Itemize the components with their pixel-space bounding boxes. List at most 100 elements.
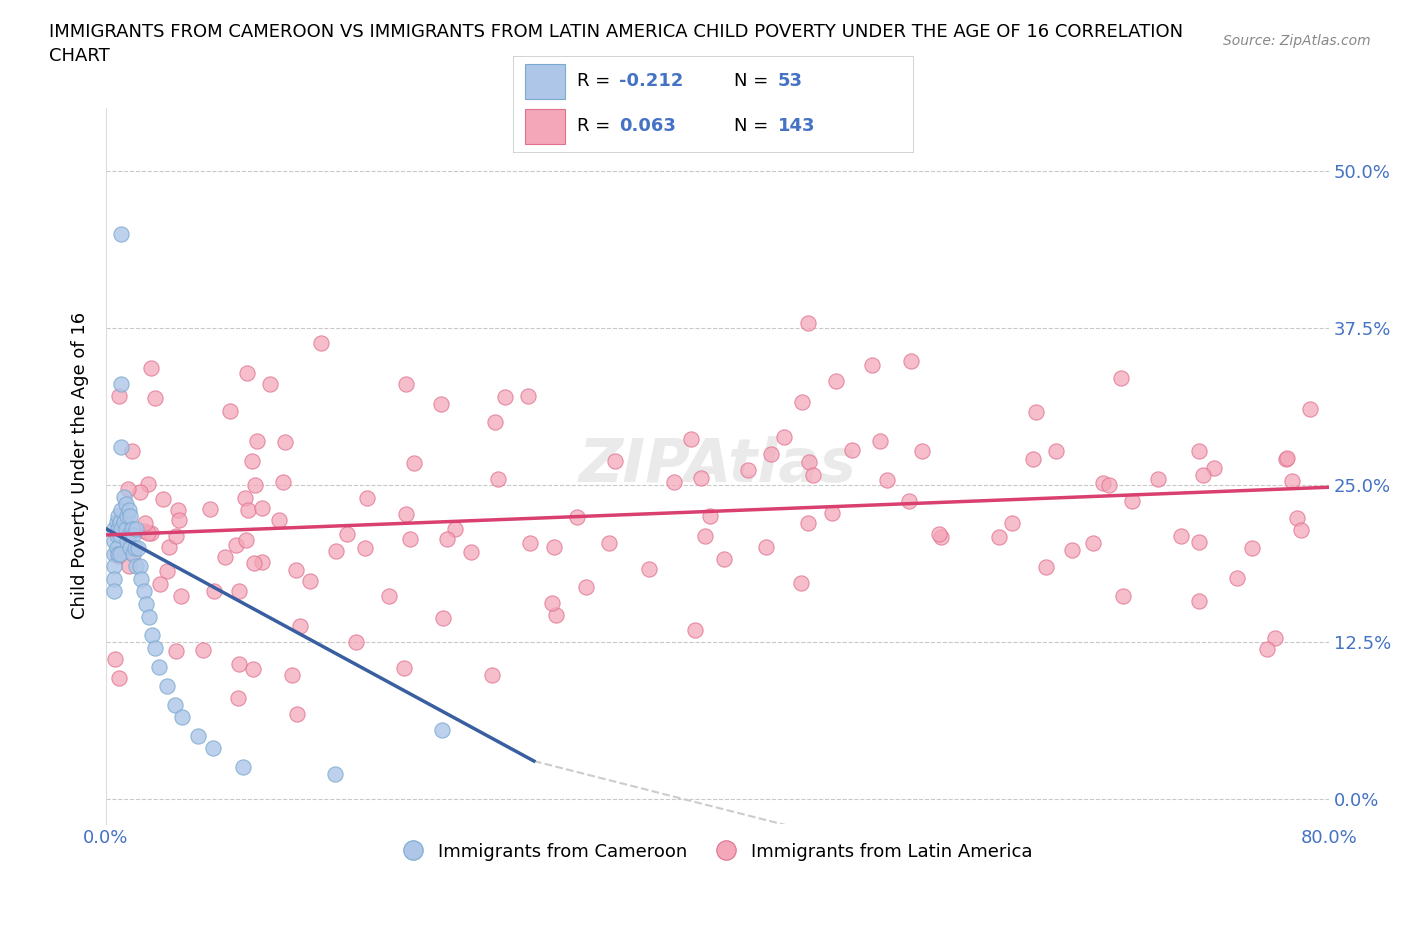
Point xyxy=(141,628,163,643)
Point xyxy=(104,652,127,667)
Point xyxy=(103,534,125,549)
Point xyxy=(1275,450,1298,465)
Point xyxy=(165,528,187,543)
Point xyxy=(638,561,661,576)
Point xyxy=(157,539,180,554)
Text: N =: N = xyxy=(734,73,773,90)
Point xyxy=(129,572,152,587)
Point xyxy=(444,522,467,537)
Point xyxy=(110,377,132,392)
Point xyxy=(236,502,259,517)
Point xyxy=(1001,515,1024,530)
Point xyxy=(118,527,141,542)
Point xyxy=(118,558,141,573)
Point xyxy=(128,559,150,574)
Point xyxy=(690,471,713,485)
Point xyxy=(228,658,250,672)
Point xyxy=(1289,523,1312,538)
Point xyxy=(987,530,1010,545)
Point xyxy=(285,707,308,722)
Point xyxy=(202,584,225,599)
Point xyxy=(860,357,883,372)
Point xyxy=(118,502,141,517)
Text: R =: R = xyxy=(578,73,616,90)
Point xyxy=(486,472,509,486)
Point xyxy=(132,524,155,538)
FancyBboxPatch shape xyxy=(513,56,914,153)
Point xyxy=(105,540,128,555)
Point xyxy=(392,661,415,676)
Point xyxy=(273,435,295,450)
Point xyxy=(841,443,863,458)
Point xyxy=(824,374,846,389)
Point xyxy=(281,668,304,683)
Point xyxy=(517,389,540,404)
Point xyxy=(432,611,454,626)
Point xyxy=(288,618,311,633)
Point xyxy=(1035,560,1057,575)
Point xyxy=(107,509,129,524)
Point xyxy=(110,521,132,536)
Point xyxy=(900,353,922,368)
Point xyxy=(110,226,132,241)
Point xyxy=(1098,477,1121,492)
Point xyxy=(105,515,128,530)
Point xyxy=(124,540,146,555)
Point xyxy=(344,635,367,650)
Point xyxy=(201,741,224,756)
Point xyxy=(797,315,820,330)
Point xyxy=(269,512,291,527)
Point xyxy=(1264,631,1286,646)
Point xyxy=(121,521,143,536)
Point xyxy=(105,527,128,542)
Point xyxy=(436,531,458,546)
Point xyxy=(481,668,503,683)
Point xyxy=(134,516,156,531)
Point xyxy=(759,446,782,461)
Point xyxy=(165,644,187,658)
Point xyxy=(252,500,274,515)
Point xyxy=(125,559,148,574)
Point xyxy=(103,572,125,587)
Point xyxy=(110,502,132,517)
Legend: Immigrants from Cameroon, Immigrants from Latin America: Immigrants from Cameroon, Immigrants fro… xyxy=(395,835,1039,869)
Point xyxy=(108,527,131,542)
Point xyxy=(112,515,135,530)
Text: 143: 143 xyxy=(778,117,815,135)
Point xyxy=(235,491,257,506)
Point xyxy=(143,641,166,656)
Point xyxy=(240,453,263,468)
Point xyxy=(103,559,125,574)
Point xyxy=(695,528,717,543)
Point xyxy=(172,710,194,724)
Point xyxy=(120,509,142,524)
Point xyxy=(225,538,247,552)
Point xyxy=(565,510,588,525)
Point xyxy=(494,389,516,404)
Point xyxy=(246,434,269,449)
Point xyxy=(1022,451,1045,466)
Point xyxy=(309,336,332,351)
Point xyxy=(1081,535,1104,550)
Point xyxy=(1299,402,1322,417)
Point xyxy=(125,521,148,536)
Point xyxy=(1281,473,1303,488)
Point xyxy=(107,549,129,564)
Point xyxy=(543,540,565,555)
Point xyxy=(430,397,453,412)
Point xyxy=(395,377,418,392)
Point xyxy=(219,404,242,418)
Point xyxy=(519,536,541,551)
Point xyxy=(191,642,214,657)
Text: R =: R = xyxy=(578,117,616,135)
Point xyxy=(156,564,179,578)
Point xyxy=(1091,475,1114,490)
Point xyxy=(876,472,898,487)
Point xyxy=(797,516,820,531)
Point xyxy=(378,589,401,604)
Point xyxy=(228,584,250,599)
Point xyxy=(546,607,568,622)
Point xyxy=(1109,371,1132,386)
Point xyxy=(167,512,190,527)
Point xyxy=(134,584,156,599)
